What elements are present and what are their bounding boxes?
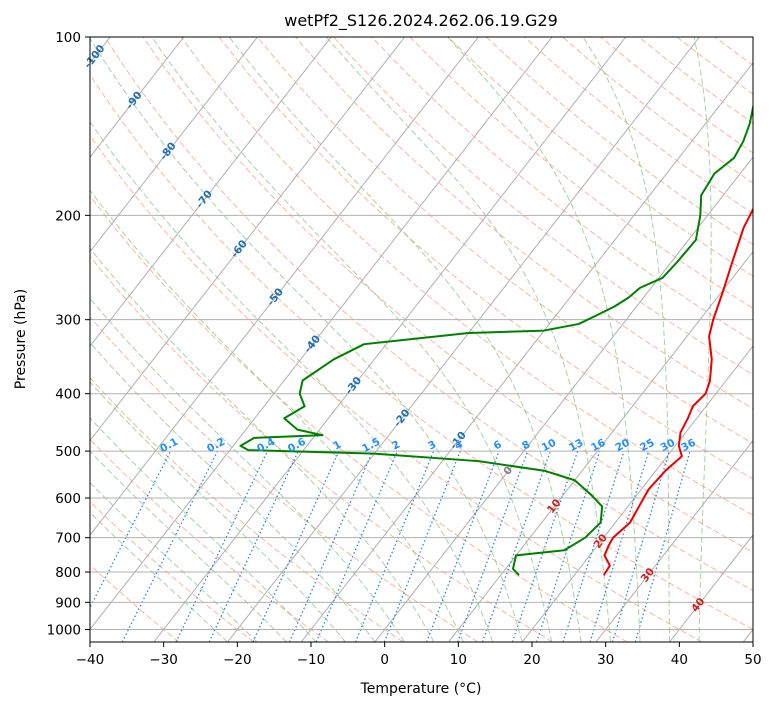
x-axis: −40 −30 −20 −10 0 10 20 30 40 50 <box>76 642 762 668</box>
dry-adiabat <box>180 37 753 516</box>
y-tick-label: 400 <box>55 387 81 403</box>
mixing-ratio-lines <box>90 450 691 642</box>
x-axis-label: Temperature (°C) <box>360 681 482 697</box>
dewpoint-profile <box>239 103 753 576</box>
mixing-ratio-line <box>535 450 601 642</box>
moist-adiabat <box>693 37 712 642</box>
x-tick-label: −20 <box>223 652 252 668</box>
temperature-profile <box>602 207 753 576</box>
isotherm <box>448 250 753 642</box>
x-tick-label: 0 <box>380 652 389 668</box>
y-tick-label: 200 <box>55 208 81 224</box>
x-tick-label: −30 <box>149 652 178 668</box>
dry-adiabat <box>295 37 753 410</box>
mixing-ratio-line <box>481 450 551 642</box>
y-tick-label: 100 <box>55 30 81 46</box>
moist-adiabat <box>90 297 405 642</box>
moist-adiabat <box>90 37 523 642</box>
x-tick-label: 40 <box>671 652 688 668</box>
moist-adiabat <box>325 37 612 642</box>
dry-adiabats <box>90 37 753 642</box>
mixing-ratio-line <box>562 450 625 642</box>
y-axis-label: Pressure (hPa) <box>13 289 29 389</box>
isotherm <box>90 37 553 631</box>
dry-adiabat <box>142 37 753 553</box>
moist-adiabat <box>447 37 641 642</box>
y-tick-label: 300 <box>55 313 81 329</box>
x-tick-label: 50 <box>744 652 761 668</box>
moist-adiabat <box>90 247 435 642</box>
dry-adiabat <box>90 73 753 631</box>
dry-adiabat <box>333 37 753 376</box>
dry-adiabat <box>218 37 753 480</box>
y-tick-label: 900 <box>55 595 81 611</box>
y-tick-label: 500 <box>55 444 81 460</box>
mixing-ratio-line <box>315 450 399 642</box>
isotherm <box>374 156 753 642</box>
moist-adiabat <box>582 37 671 642</box>
mixing-ratio-line <box>288 450 374 642</box>
dry-adiabat <box>371 37 753 342</box>
mixing-ratio-line <box>589 450 650 642</box>
dry-adiabat <box>90 500 255 642</box>
x-tick-label: 20 <box>523 652 540 668</box>
isotherm <box>90 37 479 536</box>
dry-adiabat <box>90 195 628 642</box>
dry-adiabat <box>104 37 753 592</box>
mixing-ratio-line <box>511 450 579 642</box>
mixing-ratio-line <box>611 450 670 642</box>
dry-adiabat <box>90 564 180 642</box>
moist-adiabat <box>90 341 376 642</box>
isotherm <box>90 37 332 347</box>
moist-adiabat <box>90 120 494 642</box>
isotherm <box>595 439 753 642</box>
moist-adiabat <box>90 381 346 642</box>
x-tick-label: 10 <box>450 652 467 668</box>
isotherm <box>669 534 753 642</box>
y-tick-label: 600 <box>55 491 81 507</box>
isotherm <box>90 37 258 253</box>
mixing-ratio-line <box>175 450 269 642</box>
y-axis: 100 200 300 400 500 600 700 800 900 1000 <box>47 30 90 638</box>
moist-adiabat <box>151 37 553 642</box>
x-tick-label: 30 <box>597 652 614 668</box>
isotherms <box>90 37 753 642</box>
isotherm <box>227 37 700 642</box>
chart-title: wetPf2_S126.2024.262.06.19.G29 <box>284 11 558 31</box>
x-tick-label: −40 <box>76 652 105 668</box>
isotherm <box>300 61 753 642</box>
mixing-ratio-line <box>208 450 299 642</box>
x-tick-label: −10 <box>297 652 326 668</box>
plot-frame <box>89 36 754 643</box>
moist-adiabat <box>90 417 317 642</box>
series-layer <box>239 103 753 576</box>
mixing-ratio-line <box>634 450 691 642</box>
moist-adiabat <box>90 450 287 642</box>
mixing-ratio-line <box>252 450 340 642</box>
dry-adiabat <box>90 134 703 642</box>
dry-adiabat <box>90 438 329 642</box>
isotherm <box>90 37 406 442</box>
isotherm <box>153 37 627 642</box>
dry-adiabat <box>90 255 553 642</box>
isotherm <box>521 345 753 642</box>
y-tick-label: 1000 <box>47 622 81 638</box>
dry-adiabat <box>90 316 479 642</box>
moist-adiabat <box>228 37 582 642</box>
mixing-ratio-line <box>457 450 529 642</box>
isotherm <box>90 37 185 159</box>
y-tick-label: 800 <box>55 565 81 581</box>
y-tick-label: 700 <box>55 531 81 547</box>
plot-area <box>90 37 753 642</box>
